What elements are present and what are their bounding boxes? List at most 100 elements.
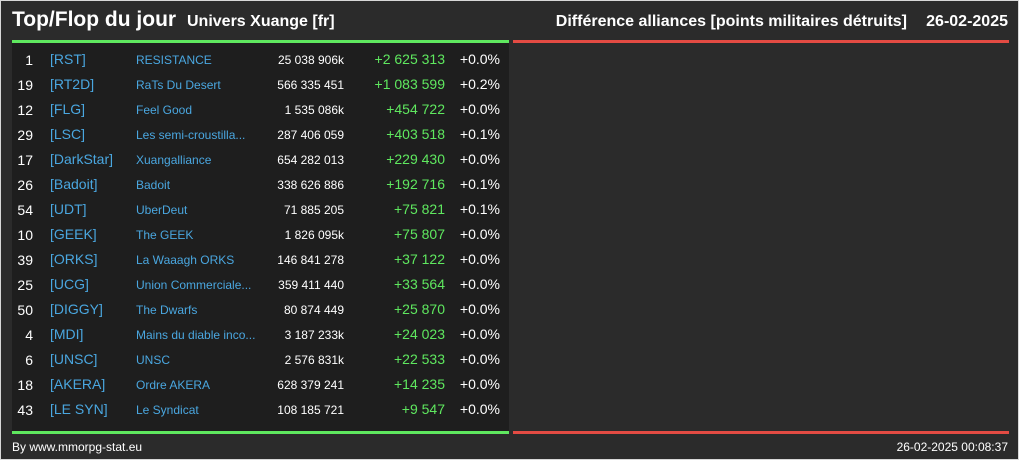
- alliance-points: 628 379 241: [277, 378, 344, 392]
- alliance-tag-link[interactable]: [UNSC]: [50, 351, 98, 367]
- alliance-percent-change: +0.0%: [459, 376, 500, 392]
- alliance-point-difference: +75 821: [394, 201, 445, 217]
- header-date: 26-02-2025: [926, 13, 1008, 30]
- alliance-name-link[interactable]: La Waaagh ORKS: [136, 253, 235, 267]
- alliance-percent-change: +0.1%: [459, 176, 500, 192]
- alliance-name-link[interactable]: Les semi-croustilla...: [136, 128, 246, 142]
- alliance-rank: 25: [17, 277, 33, 293]
- alliance-tag-link[interactable]: [LSC]: [50, 126, 86, 142]
- alliance-tag-link[interactable]: [DIGGY]: [50, 301, 103, 317]
- alliance-name-link[interactable]: Badoit: [136, 178, 171, 192]
- alliance-point-difference: +33 564: [394, 276, 445, 292]
- table-row: 26 [Badoit] Badoit 338 626 886 +192 716 +0.1%: [12, 173, 509, 198]
- alliance-rank: 54: [17, 202, 33, 218]
- alliance-percent-change: +0.0%: [459, 51, 500, 67]
- top-alliances-panel: 1 [RST] RESISTANCE 25 038 906k +2 625 313 +0.…: [12, 43, 509, 431]
- alliance-point-difference: +22 533: [394, 351, 445, 367]
- alliance-name-link[interactable]: Xuangalliance: [136, 153, 212, 167]
- alliance-tag-link[interactable]: [AKERA]: [50, 376, 106, 392]
- alliance-rank: 50: [17, 302, 33, 318]
- alliance-tag-link[interactable]: [DarkStar]: [50, 151, 114, 167]
- alliance-percent-change: +0.1%: [459, 201, 500, 217]
- alliance-tag-link[interactable]: [GEEK]: [50, 226, 97, 242]
- alliance-point-difference: +229 430: [386, 151, 445, 167]
- alliance-points: 25 038 906k: [277, 53, 344, 67]
- alliance-percent-change: +0.0%: [459, 226, 500, 242]
- header: Top/Flop du jour Univers Xuange [fr] Dif…: [1, 1, 1018, 41]
- alliance-name-link[interactable]: RESISTANCE: [136, 53, 212, 67]
- alliance-points: 1 535 086k: [284, 103, 344, 117]
- alliance-point-difference: +14 235: [394, 376, 445, 392]
- alliance-points: 566 335 451: [277, 78, 344, 92]
- flop-panel-red-footer-line: [513, 431, 1009, 434]
- alliance-percent-change: +0.0%: [459, 101, 500, 117]
- alliance-name-link[interactable]: The GEEK: [136, 228, 194, 242]
- alliance-tag-link[interactable]: [ORKS]: [50, 251, 98, 267]
- flop-alliances-panel: [513, 43, 1009, 431]
- alliance-points: 654 282 013: [277, 153, 344, 167]
- table-row: 12 [FLG] Feel Good 1 535 086k +454 722 +0.0%: [12, 98, 509, 123]
- alliance-points: 71 885 205: [283, 203, 344, 217]
- alliance-name-link[interactable]: Union Commerciale...: [136, 278, 252, 292]
- alliance-tag-link[interactable]: [RT2D]: [50, 76, 95, 92]
- alliance-tag-link[interactable]: [RST]: [50, 51, 86, 67]
- alliance-points: 338 626 886: [277, 178, 344, 192]
- alliance-rank: 29: [17, 127, 33, 143]
- alliance-name-link[interactable]: Feel Good: [136, 103, 193, 117]
- table-row: 54 [UDT] UberDeut 71 885 205 +75 821 +0.1%: [12, 198, 509, 223]
- top-panel-green-footer-line: [12, 431, 509, 434]
- alliance-name-link[interactable]: UberDeut: [136, 203, 188, 217]
- alliance-point-difference: +2 625 313: [374, 51, 445, 67]
- alliance-percent-change: +0.0%: [459, 151, 500, 167]
- alliance-point-difference: +37 122: [394, 251, 445, 267]
- table-row: 39 [ORKS] La Waaagh ORKS 146 841 278 +37 122…: [12, 248, 509, 273]
- alliance-percent-change: +0.2%: [459, 76, 500, 92]
- alliance-rank: 26: [17, 177, 33, 193]
- alliance-tag-link[interactable]: [MDI]: [50, 326, 84, 342]
- table-row: 18 [AKERA] Ordre AKERA 628 379 241 +14 235 +0…: [12, 373, 509, 398]
- alliance-rank: 10: [17, 227, 33, 243]
- alliance-points: 2 576 831k: [284, 353, 344, 367]
- alliance-name-link[interactable]: Ordre AKERA: [136, 378, 211, 392]
- alliance-rank: 4: [25, 327, 33, 343]
- alliance-rank: 1: [25, 52, 33, 68]
- alliance-tag-link[interactable]: [UCG]: [50, 276, 89, 292]
- table-row: 19 [RT2D] RaTs Du Desert 566 335 451 +1 083 …: [12, 73, 509, 98]
- source-credit-link[interactable]: By www.mmorpg-stat.eu: [12, 440, 143, 454]
- alliance-rank: 19: [17, 77, 33, 93]
- alliance-rank: 6: [25, 352, 33, 368]
- alliance-points: 1 826 095k: [284, 228, 344, 242]
- alliance-point-difference: +9 547: [401, 401, 445, 417]
- alliance-percent-change: +0.0%: [459, 276, 500, 292]
- table-row: 10 [GEEK] The GEEK 1 826 095k +75 807 +0.0%: [12, 223, 509, 248]
- alliance-percent-change: +0.0%: [459, 326, 500, 342]
- alliance-percent-change: +0.0%: [459, 301, 500, 317]
- alliance-points: 108 185 721: [277, 403, 344, 417]
- alliance-percent-change: +0.0%: [459, 251, 500, 267]
- alliance-point-difference: +454 722: [386, 101, 445, 117]
- flop-panel-red-divider: [513, 40, 1009, 43]
- alliance-name-link[interactable]: RaTs Du Desert: [136, 78, 221, 92]
- alliance-tag-link[interactable]: [FLG]: [50, 101, 86, 117]
- alliance-name-link[interactable]: UNSC: [136, 353, 171, 367]
- alliance-points: 80 874 449: [283, 303, 344, 317]
- alliance-tag-link[interactable]: [Badoit]: [50, 176, 98, 192]
- alliance-points: 287 406 059: [277, 128, 344, 142]
- top-panel-green-divider: [12, 40, 509, 43]
- alliance-point-difference: +24 023: [394, 326, 445, 342]
- page-title: Top/Flop du jour: [12, 8, 177, 31]
- table-row: 6 [UNSC] UNSC 2 576 831k +22 533 +0.0%: [12, 348, 509, 373]
- universe-subtitle: Univers Xuange [fr]: [187, 13, 335, 30]
- alliance-tag-link[interactable]: [UDT]: [50, 201, 87, 217]
- alliance-name-link[interactable]: Le Syndicat: [136, 403, 199, 417]
- table-row: 4 [MDI] Mains du diable inco... 3 187 233k +…: [12, 323, 509, 348]
- alliance-name-link[interactable]: Mains du diable inco...: [136, 328, 256, 342]
- alliance-percent-change: +0.1%: [459, 126, 500, 142]
- alliance-points: 359 411 440: [278, 278, 344, 292]
- alliance-tag-link[interactable]: [LE SYN]: [50, 401, 108, 417]
- generated-timestamp: 26-02-2025 00:08:37: [896, 440, 1008, 454]
- alliance-percent-change: +0.0%: [459, 401, 500, 417]
- table-row: 1 [RST] RESISTANCE 25 038 906k +2 625 313 +0.…: [12, 48, 509, 73]
- alliance-name-link[interactable]: The Dwarfs: [136, 303, 198, 317]
